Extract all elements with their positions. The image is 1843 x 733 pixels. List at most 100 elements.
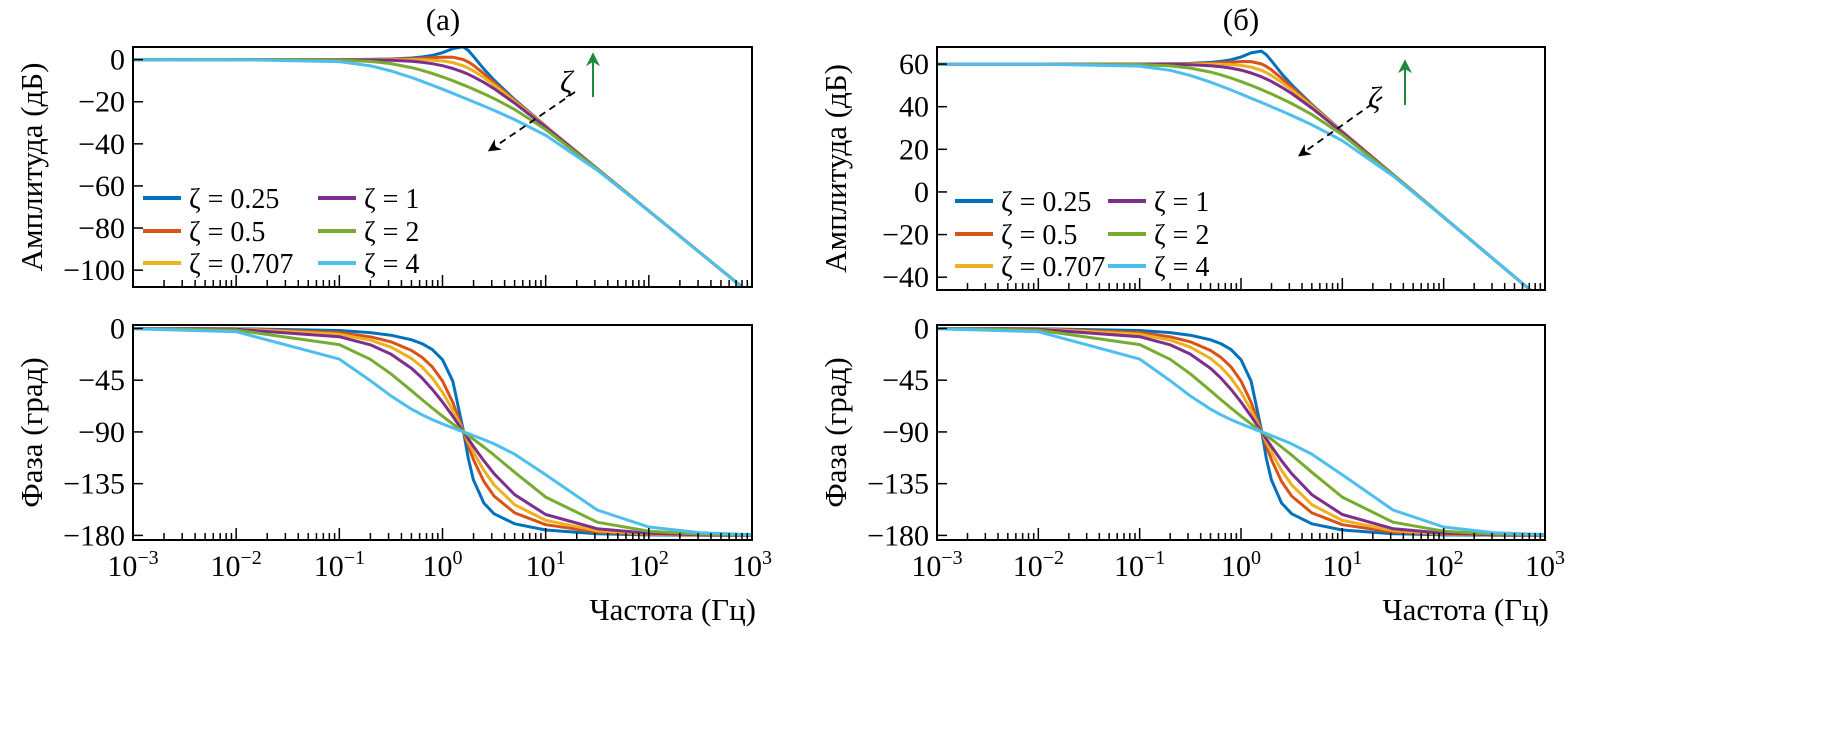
series-line-4 bbox=[133, 327, 752, 537]
x-tick-label: 10−2 bbox=[1013, 547, 1064, 583]
series-line-2 bbox=[937, 62, 1533, 290]
x-tick-label-base: 10 bbox=[314, 550, 344, 583]
x-tick-label: 10−3 bbox=[911, 547, 962, 583]
zeta-direction-arrow bbox=[487, 91, 576, 152]
series-line-4 bbox=[937, 327, 1545, 537]
legend-item: ζ = 4 bbox=[318, 249, 419, 280]
x-tick-label-base: 10 bbox=[211, 550, 241, 583]
y-tick-label: −135 bbox=[867, 468, 929, 501]
x-tick-label-exponent: 0 bbox=[453, 547, 463, 569]
axes-frame bbox=[936, 324, 1546, 541]
y-tick-label: 0 bbox=[914, 312, 929, 345]
panel-title: (a) bbox=[426, 2, 460, 37]
legend-label: ζ = 0.5 bbox=[189, 217, 265, 248]
x-tick-label-base: 10 bbox=[107, 550, 137, 583]
legend-label: ζ = 2 bbox=[1154, 220, 1209, 251]
magnitude-ylabel: Амплитуда (дБ) bbox=[818, 64, 853, 273]
series-lines bbox=[937, 49, 1533, 290]
y-tick-label: 60 bbox=[899, 48, 929, 81]
y-tick-label: −20 bbox=[882, 219, 929, 252]
legend-label: ζ = 0.25 bbox=[189, 184, 279, 215]
y-tick-label: 0 bbox=[110, 44, 125, 77]
legend-label: ζ = 0.25 bbox=[1001, 187, 1091, 218]
x-tick-label-exponent: 2 bbox=[659, 547, 669, 569]
legend-label: ζ = 1 bbox=[1154, 187, 1209, 218]
x-tick-label-base: 10 bbox=[1525, 550, 1555, 583]
x-tick-label: 103 bbox=[732, 547, 772, 583]
y-tick-label: −60 bbox=[78, 170, 125, 203]
y-tick-label: 0 bbox=[110, 312, 125, 345]
series-lines bbox=[133, 327, 752, 537]
x-axis-label: Частота (Гц) bbox=[590, 592, 757, 627]
axes-frame bbox=[132, 324, 753, 541]
x-tick-label-exponent: −3 bbox=[137, 547, 158, 569]
x-tick-label-base: 10 bbox=[1221, 550, 1251, 583]
x-tick-label-base: 10 bbox=[732, 550, 762, 583]
y-tick-label: −135 bbox=[63, 468, 125, 501]
legend-item: ζ = 0.25 bbox=[955, 187, 1091, 218]
x-tick-label-exponent: 3 bbox=[762, 547, 772, 569]
y-tick-label: −45 bbox=[882, 364, 929, 397]
y-tick-label: 0 bbox=[914, 176, 929, 209]
legend-label: ζ = 0.5 bbox=[1001, 220, 1077, 251]
x-tick-label: 100 bbox=[1221, 547, 1261, 583]
y-tick-label: −180 bbox=[63, 519, 125, 552]
x-tick-label-exponent: 1 bbox=[1352, 547, 1362, 569]
legend-item: ζ = 2 bbox=[1108, 220, 1209, 251]
x-axis-label: Частота (Гц) bbox=[1383, 592, 1550, 627]
x-tick-label-base: 10 bbox=[1424, 550, 1454, 583]
legend-label: ζ = 0.707 bbox=[1001, 252, 1105, 283]
phase-subplot: 0 −45 −90 −135 −180 Фаза (град) bbox=[14, 312, 753, 552]
zeta-annotation: ζ bbox=[1368, 80, 1383, 115]
y-tick-label: −90 bbox=[882, 416, 929, 449]
x-tick-label-exponent: 3 bbox=[1555, 547, 1565, 569]
x-tick-label-base: 10 bbox=[1322, 550, 1352, 583]
legend-item: ζ = 0.707 bbox=[955, 252, 1105, 283]
series-lines bbox=[133, 47, 745, 287]
zeta-direction-arrow bbox=[1297, 96, 1383, 157]
x-tick-label-exponent: −3 bbox=[941, 547, 962, 569]
y-tick-label: 40 bbox=[899, 91, 929, 124]
zeta-annotation: ζ bbox=[560, 64, 575, 99]
x-tick-label-exponent: 2 bbox=[1454, 547, 1464, 569]
x-tick-label-exponent: −2 bbox=[241, 547, 262, 569]
series-line-2 bbox=[133, 58, 745, 287]
y-tick-label: −40 bbox=[78, 128, 125, 161]
x-tick-label-base: 10 bbox=[423, 550, 453, 583]
x-tick-label-base: 10 bbox=[911, 550, 941, 583]
y-tick-label: −45 bbox=[78, 364, 125, 397]
y-tick-label: −180 bbox=[867, 519, 929, 552]
series-line-0.25 bbox=[937, 327, 1545, 537]
legend-item: ζ = 1 bbox=[1108, 187, 1209, 218]
x-tick-label: 10−1 bbox=[314, 547, 365, 583]
x-tick-label-base: 10 bbox=[629, 550, 659, 583]
y-tick-label: −100 bbox=[63, 254, 125, 287]
legend-item: ζ = 0.5 bbox=[143, 217, 265, 248]
legend-item: ζ = 2 bbox=[318, 217, 419, 248]
x-tick-label: 100 bbox=[423, 547, 463, 583]
x-tick-label-exponent: −2 bbox=[1043, 547, 1064, 569]
x-tick-label-base: 10 bbox=[1013, 550, 1043, 583]
phase-ylabel: Фаза (град) bbox=[14, 357, 49, 507]
legend-item: ζ = 0.707 bbox=[143, 249, 293, 280]
legend-item: ζ = 0.5 bbox=[955, 220, 1077, 251]
x-tick-label-base: 10 bbox=[526, 550, 556, 583]
x-tick-label: 10−1 bbox=[1114, 547, 1165, 583]
legend-label: ζ = 2 bbox=[364, 217, 419, 248]
legend-label: ζ = 1 bbox=[364, 184, 419, 215]
x-tick-label: 102 bbox=[1424, 547, 1464, 583]
legend-label: ζ = 4 bbox=[1154, 252, 1209, 283]
x-tick-label-exponent: 0 bbox=[1251, 547, 1261, 569]
phase-subplot: 0 −45 −90 −135 −180 Фаза (град) bbox=[818, 312, 1546, 552]
legend: ζ = 0.25ζ = 0.5ζ = 0.707 ζ = 1ζ = 2ζ = 4 bbox=[143, 184, 419, 280]
series-line-4 bbox=[133, 58, 745, 287]
y-tick-label: −90 bbox=[78, 416, 125, 449]
series-line-4 bbox=[937, 62, 1533, 290]
x-tick-label: 102 bbox=[629, 547, 669, 583]
series-line-0.25 bbox=[133, 327, 752, 537]
